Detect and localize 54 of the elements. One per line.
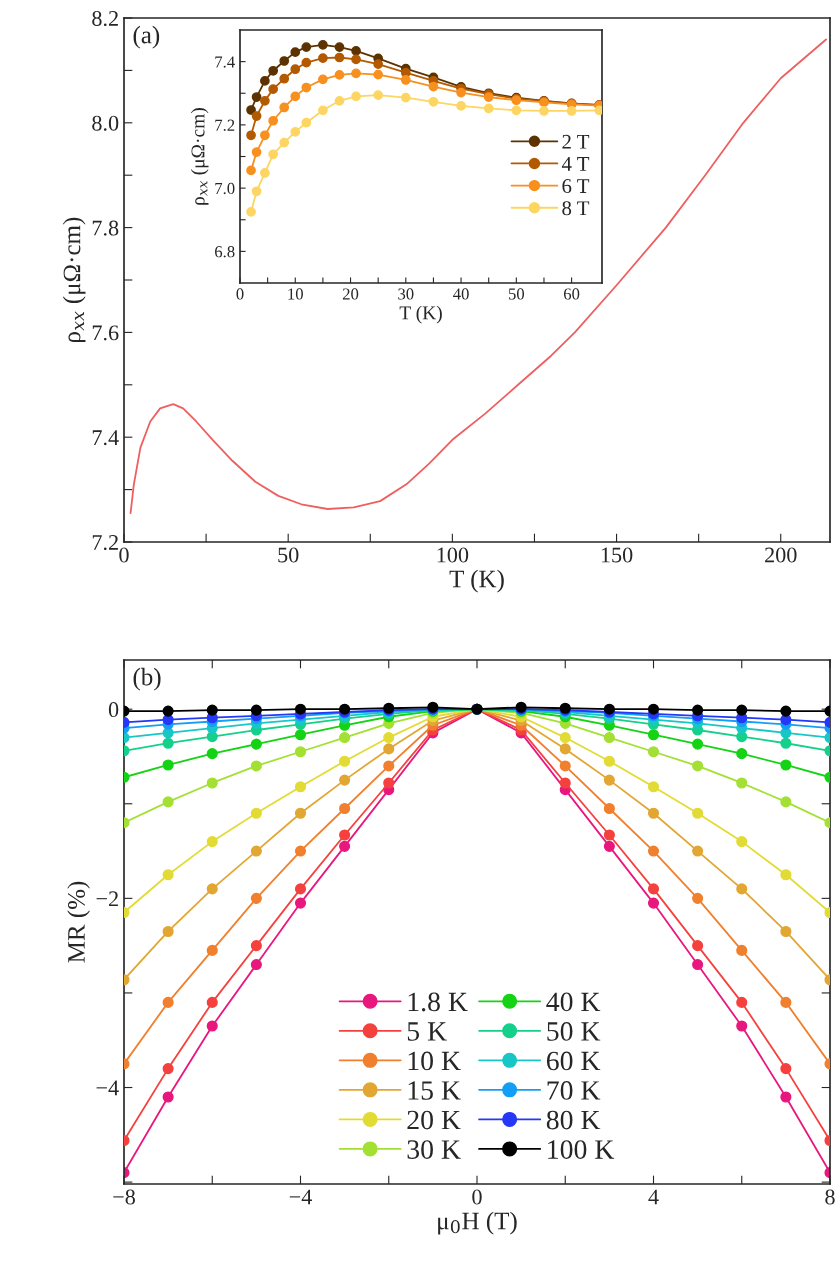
legend-label: 1.8 K (408, 992, 468, 1012)
y-tick-label: 7.4 (215, 56, 235, 68)
y-axis-title: ρ$_{xx}$ (μΩ·cm) (190, 108, 209, 205)
x-tick-label: 4 (648, 1189, 659, 1205)
x-tick-label: 50 (278, 547, 299, 563)
x-tick-label: 0 (472, 1189, 482, 1205)
y-tick-label: 7.2 (215, 119, 235, 131)
legend-label: 20 K (407, 1110, 461, 1130)
legend-label: 4 T (561, 157, 590, 171)
x-tick-label: 100 (437, 547, 469, 563)
x-tick-label: 50 (508, 288, 525, 300)
legend-label: 50 K (547, 1022, 601, 1041)
x-axis-title: T (K) (449, 569, 504, 593)
y-tick-label: 8.2 (92, 10, 118, 27)
legend-label: 80 K (546, 1110, 601, 1130)
y-tick-label: 8.0 (92, 115, 119, 131)
y-axis-title: MR (%) (67, 881, 90, 963)
y-tick-label: 6.8 (215, 246, 235, 258)
x-tick-label: 8 (825, 1189, 835, 1205)
annotation: (b) (133, 667, 161, 691)
legend-label: 70 K (547, 1081, 601, 1100)
legend-label: 6 T (562, 179, 590, 194)
legend-label: 40 K (546, 992, 601, 1012)
legend-label: 60 K (546, 1051, 601, 1071)
y-tick-label: 7.2 (92, 534, 118, 551)
y-tick-label: −2 (96, 891, 118, 907)
y-tick-label: 0 (108, 702, 119, 718)
x-tick-label: 20 (342, 288, 359, 300)
x-tick-label: 40 (453, 288, 469, 300)
legend-label: 15 K (408, 1081, 461, 1100)
x-tick-label: 0 (236, 288, 244, 300)
legend-label: 30 K (407, 1140, 461, 1159)
y-tick-label: 7.4 (92, 430, 119, 446)
x-axis-title: μ$_{0}$H (T) (438, 1211, 517, 1235)
annotation: (a) (133, 25, 160, 49)
legend-label: 8 T (562, 201, 590, 216)
x-axis-title: T (K) (399, 305, 442, 324)
x-tick-label: 150 (601, 547, 633, 563)
x-tick-label: −8 (113, 1189, 135, 1205)
y-tick-label: 7.0 (215, 182, 235, 195)
legend-label: 5 K (407, 1022, 447, 1041)
legend-label: 100 K (548, 1140, 615, 1159)
y-tick-label: 7.8 (92, 220, 119, 236)
y-axis-title: ρ$_{xx}$ (μΩ·cm) (62, 217, 86, 342)
legend-label: 2 T (562, 134, 590, 149)
x-tick-label: −4 (289, 1189, 312, 1205)
x-tick-label: 60 (563, 288, 580, 300)
x-tick-label: 0 (119, 547, 129, 563)
x-tick-label: 200 (765, 547, 797, 563)
y-tick-label: 7.6 (92, 325, 119, 341)
x-tick-label: 30 (398, 288, 414, 300)
x-tick-label: 10 (288, 288, 303, 300)
legend-label: 10 K (408, 1051, 461, 1071)
y-tick-label: −4 (96, 1080, 119, 1096)
